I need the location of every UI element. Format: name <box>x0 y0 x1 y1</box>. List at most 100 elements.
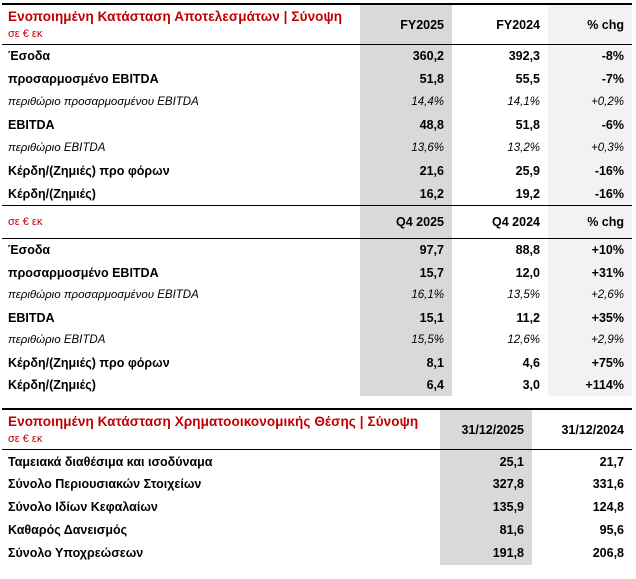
cell-value: 191,8 <box>440 541 532 565</box>
cell-value: +0,2% <box>548 90 632 114</box>
table-title: Ενοποιημένη Κατάσταση Αποτελεσμάτων | Σύ… <box>8 9 343 24</box>
row-label: EBITDA <box>8 118 55 133</box>
table-header-cell: σε € εκ <box>2 206 360 240</box>
income-statement-fy-table: Ενοποιημένη Κατάσταση Αποτελεσμάτων | Σύ… <box>2 3 632 207</box>
table-header-cell: Ενοποιημένη Κατάσταση Χρηματοοικονομικής… <box>2 409 440 451</box>
cell-value: +35% <box>548 306 632 329</box>
row-label: περιθώριο EBITDA <box>8 142 106 155</box>
table-row: περιθώριο EBITDA 15,5% 12,6% +2,9% <box>2 328 632 352</box>
financial-summary-report: Ενοποιημένη Κατάσταση Αποτελεσμάτων | Σύ… <box>2 3 632 565</box>
row-label: Ταμειακά διαθέσιμα και ισοδύναμα <box>8 454 213 469</box>
table-row: Σύνολο Υποχρεώσεων 191,8 206,8 <box>2 541 632 565</box>
row-label: Κέρδη/(Ζημιές) προ φόρων <box>8 355 170 370</box>
table-row: Έσοδα 360,2 392,3 -8% <box>2 44 632 68</box>
column-header-fy2024: FY2024 <box>452 4 548 46</box>
table-row: προσαρμοσμένο EBITDA 51,8 55,5 -7% <box>2 67 632 91</box>
cell-value: 15,5% <box>360 328 452 352</box>
cell-value: 19,2 <box>515 186 540 201</box>
income-statement-q4-table: σε € εκ Q4 2025 Q4 2024 % chg Έσοδα 97,7 8… <box>2 206 632 397</box>
header-row: Ενοποιημένη Κατάσταση Αποτελεσμάτων | Σύ… <box>2 4 632 46</box>
cell-value: 13,6% <box>360 136 452 160</box>
table-row: Κέρδη/(Ζημιές) προ φόρων 8,1 4,6 +75% <box>2 351 632 374</box>
row-label: περιθώριο EBITDA <box>8 334 106 346</box>
cell-value: 25,1 <box>440 449 532 473</box>
cell-value: 14,4% <box>360 90 452 114</box>
cell-value: 135,9 <box>440 495 532 519</box>
row-label: Έσοδα <box>8 49 51 64</box>
cell-value: 331,6 <box>592 477 624 492</box>
table-header-cell: Ενοποιημένη Κατάσταση Αποτελεσμάτων | Σύ… <box>2 4 360 46</box>
cell-value: 4,6 <box>522 355 540 370</box>
cell-value: +31% <box>548 261 632 284</box>
cell-value: 16,2 <box>360 182 452 206</box>
cell-value: 8,1 <box>360 351 452 374</box>
table-row: Κέρδη/(Ζημιές) 6,4 3,0 +114% <box>2 373 632 397</box>
table-row: EBITDA 15,1 11,2 +35% <box>2 306 632 329</box>
row-label: προσαρμοσμένο EBITDA <box>8 265 159 280</box>
balance-sheet-table: Ενοποιημένη Κατάσταση Χρηματοοικονομικής… <box>2 408 632 565</box>
column-header-q4-2024: Q4 2024 <box>452 206 548 240</box>
cell-value: -7% <box>548 67 632 91</box>
table-row: προσαρμοσμένο EBITDA 15,7 12,0 +31% <box>2 261 632 284</box>
cell-value: -8% <box>548 44 632 68</box>
cell-value: 95,6 <box>599 523 624 538</box>
header-row: Ενοποιημένη Κατάσταση Χρηματοοικονομικής… <box>2 409 632 451</box>
cell-value: 6,4 <box>360 373 452 397</box>
column-header-q4-2025: Q4 2025 <box>360 206 452 240</box>
row-label: Κέρδη/(Ζημιές) προ φόρων <box>8 164 170 179</box>
cell-value: 51,8 <box>515 118 540 133</box>
table-unit-label: σε € εκ <box>8 216 43 229</box>
table-row: περιθώριο προσαρμοσμένου EBITDA 14,4% 14,1… <box>2 90 632 114</box>
table-unit-label: σε € εκ <box>8 433 43 446</box>
table-row: Σύνολο Ιδίων Κεφαλαίων 135,9 124,8 <box>2 495 632 519</box>
cell-value: -6% <box>548 113 632 137</box>
cell-value: 13,2% <box>507 142 540 155</box>
cell-value: 21,6 <box>360 159 452 183</box>
row-label: Κέρδη/(Ζημιές) <box>8 186 96 201</box>
cell-value: 14,1% <box>507 96 540 109</box>
table-row: Καθαρός Δανεισμός 81,6 95,6 <box>2 518 632 542</box>
table-row: Κέρδη/(Ζημιές) προ φόρων 21,6 25,9 -16% <box>2 159 632 183</box>
row-label: Σύνολο Περιουσιακών Στοιχείων <box>8 477 202 492</box>
table-row: EBITDA 48,8 51,8 -6% <box>2 113 632 137</box>
cell-value: 88,8 <box>515 243 540 258</box>
cell-value: +114% <box>548 373 632 397</box>
table-row: Κέρδη/(Ζημιές) 16,2 19,2 -16% <box>2 182 632 206</box>
cell-value: 206,8 <box>592 546 624 561</box>
cell-value: +0,3% <box>548 136 632 160</box>
table-row: Ταμειακά διαθέσιμα και ισοδύναμα 25,1 21,7 <box>2 449 632 473</box>
table-row: Σύνολο Περιουσιακών Στοιχείων 327,8 331,6 <box>2 472 632 496</box>
cell-value: 48,8 <box>360 113 452 137</box>
row-label: προσαρμοσμένο EBITDA <box>8 72 159 87</box>
column-header-31-12-2024: 31/12/2024 <box>532 409 632 451</box>
table-row: περιθώριο EBITDA 13,6% 13,2% +0,3% <box>2 136 632 160</box>
table-row: περιθώριο προσαρμοσμένου EBITDA 16,1% 13,5… <box>2 283 632 307</box>
cell-value: 12,0 <box>515 265 540 280</box>
cell-value: 12,6% <box>507 334 540 346</box>
cell-value: 13,5% <box>507 289 540 301</box>
cell-value: 51,8 <box>360 67 452 91</box>
header-row: σε € εκ Q4 2025 Q4 2024 % chg <box>2 206 632 240</box>
row-label: Καθαρός Δανεισμός <box>8 523 128 538</box>
cell-value: 55,5 <box>515 72 540 87</box>
cell-value: +75% <box>548 351 632 374</box>
row-label: περιθώριο προσαρμοσμένου EBITDA <box>8 289 199 301</box>
cell-value: 327,8 <box>440 472 532 496</box>
row-label: EBITDA <box>8 310 55 325</box>
cell-value: -16% <box>548 159 632 183</box>
row-label: περιθώριο προσαρμοσμένου EBITDA <box>8 96 199 109</box>
column-header-pct-chg: % chg <box>548 4 632 46</box>
cell-value: 124,8 <box>592 500 624 515</box>
cell-value: +2,6% <box>548 283 632 307</box>
cell-value: +2,9% <box>548 328 632 352</box>
table-row: Έσοδα 97,7 88,8 +10% <box>2 238 632 262</box>
cell-value: 25,9 <box>515 164 540 179</box>
cell-value: 21,7 <box>599 454 624 469</box>
cell-value: 392,3 <box>508 49 540 64</box>
cell-value: 11,2 <box>516 310 540 325</box>
cell-value: +10% <box>548 238 632 262</box>
cell-value: 360,2 <box>360 44 452 68</box>
table-title: Ενοποιημένη Κατάσταση Χρηματοοικονομικής… <box>8 414 419 430</box>
cell-value: 16,1% <box>360 283 452 307</box>
row-label: Έσοδα <box>8 243 51 258</box>
